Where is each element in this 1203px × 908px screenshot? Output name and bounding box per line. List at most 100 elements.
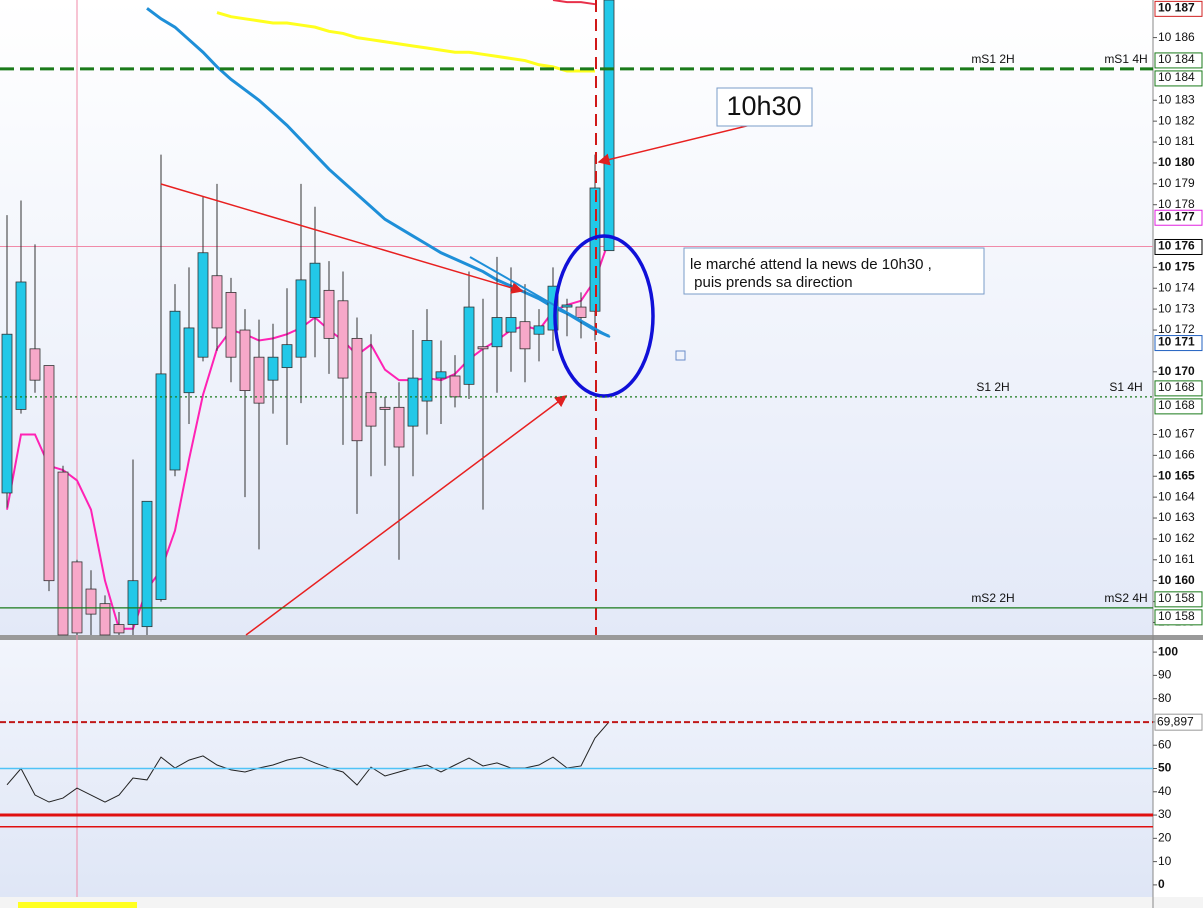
price-tag-label: 10 168	[1158, 380, 1195, 394]
y-tick-label: 10 181	[1158, 134, 1195, 148]
candle-body	[561, 304, 573, 308]
candle-body	[71, 561, 83, 634]
candle-body	[169, 310, 181, 471]
candle-body	[309, 262, 321, 318]
price-tag	[1154, 591, 1203, 608]
candle-body	[267, 356, 279, 381]
candle-body	[43, 365, 55, 582]
time-marker	[18, 902, 137, 908]
level-label: mS1 4H	[1104, 52, 1147, 66]
candle-body	[323, 289, 335, 339]
price-tag	[1154, 209, 1203, 226]
annotation-box	[683, 247, 985, 295]
y-tick-label: 10 165	[1158, 468, 1195, 482]
candle-body	[421, 340, 433, 402]
annotation: puis prends sa direction	[690, 274, 853, 291]
candle-body	[127, 580, 139, 625]
candle-body	[351, 337, 363, 442]
price-tag	[1154, 0, 1203, 17]
price-tag	[1154, 335, 1203, 352]
arrow	[245, 395, 568, 636]
y-tick-label: 10 163	[1158, 510, 1195, 524]
candle-body	[57, 471, 69, 636]
candle-body	[449, 375, 461, 398]
y-tick-label: 10 173	[1158, 301, 1195, 315]
candle-body	[407, 377, 419, 427]
candle-body	[435, 371, 447, 379]
candle-body	[365, 392, 377, 427]
level-label: mS2 2H	[971, 591, 1014, 605]
y-tick-label: 10 180	[1158, 155, 1195, 169]
y-tick-label: 10 161	[1158, 552, 1195, 566]
candle-body	[575, 306, 587, 318]
annotation: 10h30	[726, 91, 801, 121]
y-tick-label: 10 186	[1158, 30, 1195, 44]
candle-body	[99, 603, 111, 636]
trendline	[469, 256, 611, 338]
y-tick-label: 10 160	[1158, 573, 1195, 587]
candle-body	[463, 306, 475, 385]
y-tick-label: 50	[1158, 761, 1172, 775]
y-tick-label: 80	[1158, 691, 1172, 705]
axis-panel	[1153, 0, 1203, 908]
series-line	[146, 7, 610, 338]
candle-body	[393, 406, 405, 448]
y-tick-label: 20	[1158, 831, 1172, 845]
y-tick-label: 10 175	[1158, 260, 1195, 274]
candle-body	[85, 588, 97, 615]
y-tick-label: 0	[1158, 877, 1165, 891]
level-label: S1 4H	[1109, 380, 1142, 394]
y-tick-label: 10 178	[1158, 197, 1195, 211]
annotation-box	[716, 87, 813, 127]
candle-body	[337, 300, 349, 379]
price-tag	[1154, 52, 1203, 69]
candle-body	[519, 321, 531, 350]
price-tag-label: 10 176	[1158, 239, 1195, 253]
price-tag	[1154, 238, 1203, 255]
y-tick-label: 10 172	[1158, 322, 1195, 336]
price-tag	[1154, 380, 1203, 397]
y-tick-label: 10 166	[1158, 448, 1195, 462]
y-tick-label: 10 164	[1158, 489, 1195, 503]
candle-body	[253, 356, 265, 404]
candle-body	[379, 406, 391, 410]
y-tick-label: 10	[1158, 854, 1172, 868]
price-tag-label: 10 177	[1158, 209, 1195, 223]
y-tick-label: 40	[1158, 784, 1172, 798]
candle-body	[477, 346, 489, 350]
level-label: S1 2H	[976, 380, 1009, 394]
candle-body	[505, 317, 517, 333]
value-tag-label: 69,897	[1157, 714, 1194, 728]
y-tick-label: 10 170	[1158, 364, 1195, 378]
price-tag-label: 10 158	[1158, 591, 1195, 605]
separator	[0, 635, 1203, 640]
candle-body	[603, 0, 615, 252]
arrow	[597, 121, 764, 166]
price-tag-label: 10 158	[1158, 609, 1195, 623]
price-tag-label: 10 168	[1158, 398, 1195, 412]
candle-body	[533, 325, 545, 335]
price-tag	[1154, 609, 1203, 626]
candle-body	[155, 373, 167, 600]
candle-body	[225, 292, 237, 358]
candle-body	[15, 281, 27, 410]
price-tag	[1154, 70, 1203, 87]
y-tick-label: 60	[1158, 737, 1172, 751]
candle-body	[491, 317, 503, 348]
candle-body	[281, 344, 293, 369]
price-tag-label: 10 184	[1158, 52, 1195, 66]
y-tick-label: 10 183	[1158, 92, 1195, 106]
y-tick-label: 10 182	[1158, 113, 1195, 127]
highlight-circle	[553, 234, 655, 398]
value-tag	[1154, 713, 1203, 731]
y-tick-label: 90	[1158, 668, 1172, 682]
candle-body	[211, 275, 223, 329]
level-label: mS2 4H	[1104, 591, 1147, 605]
y-tick-label: 10 167	[1158, 427, 1195, 441]
candle-body	[141, 500, 153, 628]
y-tick-label: 30	[1158, 807, 1172, 821]
candle-body	[239, 329, 251, 392]
y-tick-label: 100	[1158, 644, 1178, 658]
candle-body	[197, 252, 209, 358]
